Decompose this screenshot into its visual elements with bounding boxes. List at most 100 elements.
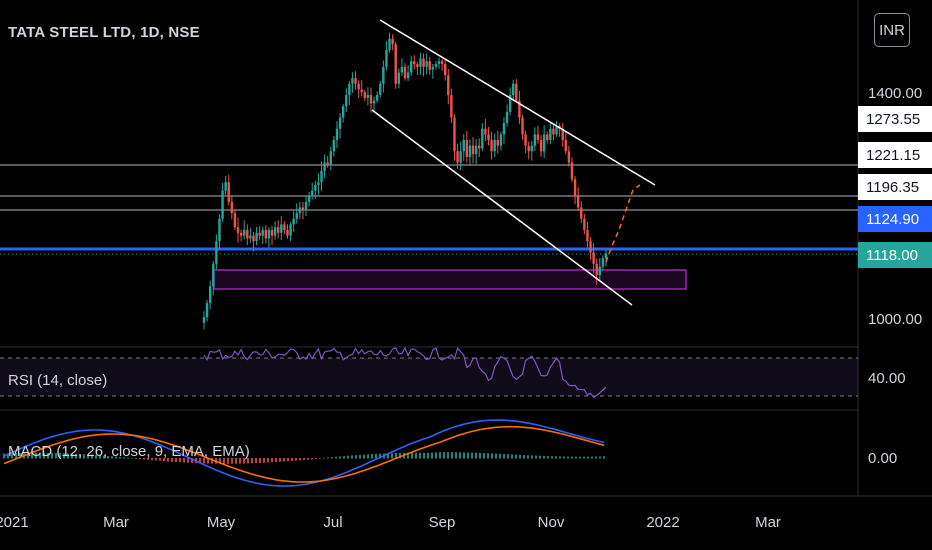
macd-histogram-bar [319,458,321,459]
rsi-label[interactable]: RSI (14, close) [8,372,108,389]
last-price-label[interactable]: 1118.00 [858,242,932,268]
projection-path[interactable] [605,184,641,263]
macd-histogram-bar [27,452,29,459]
macd-histogram-bar [91,454,93,459]
candle-body [403,66,407,79]
candle-body [496,140,499,146]
candle-body [471,145,475,155]
macd-histogram-bar [231,458,233,464]
price-tick-1400: 1400.00 [868,85,923,102]
macd-histogram-bar [135,458,137,459]
macd-histogram-bar [487,453,489,459]
candle-body [490,140,493,152]
macd-histogram-bar [207,458,209,464]
macd-histogram-bar [87,454,89,459]
rsi-line [203,346,607,398]
macd-histogram-bar [575,456,577,459]
macd-histogram-bar [527,455,529,459]
candle-body [437,61,441,65]
price-tick-1000: 1000.00 [868,311,923,328]
macd-histogram-bar [51,452,53,459]
price-label-1221[interactable]: 1221.15 [858,142,932,168]
macd-histogram-bar [587,456,589,459]
macd-histogram-bar [431,452,433,459]
macd-histogram-bar [63,453,65,459]
candle-body [431,66,435,70]
candle-body [289,224,292,236]
macd-histogram-bar [247,458,249,464]
candle-body [570,162,574,180]
candle-body [202,317,206,323]
macd-histogram-bar [303,458,305,460]
candle-body [320,170,323,183]
macd-histogram-bar [371,454,373,459]
macd-histogram-bar [455,452,457,459]
macd-histogram-bar [143,458,145,460]
candle-body [576,196,580,208]
macd-histogram-bar [155,458,157,461]
macd-histogram-bar [483,453,485,459]
candle-body [595,263,598,275]
macd-histogram-bar [327,457,329,459]
candle-body [561,128,564,140]
channel-upper-trendline[interactable] [379,19,656,186]
candle-body [508,95,512,112]
support-zone-rectangle[interactable] [213,269,687,290]
macd-histogram-bar [559,456,561,459]
macd-histogram-bar [111,456,113,459]
macd-histogram-bar [335,456,337,459]
macd-histogram-bar [271,458,273,463]
channel-lower-trendline[interactable] [371,109,633,306]
macd-histogram-bar [235,458,237,464]
macd-histogram-bar [571,456,573,459]
candle-body [360,89,363,93]
macd-histogram-bar [211,458,213,464]
macd-histogram-bar [283,458,285,462]
macd-histogram-bar [183,458,185,463]
symbol-title[interactable]: TATA STEEL LTD, 1D, NSE [8,24,200,41]
candle-body [444,64,447,76]
candle-body [277,227,280,233]
candle-body [555,125,558,135]
macd-histogram-bar [147,458,149,460]
signal-line [3,425,605,483]
candle-body [258,232,261,236]
candle-body [301,207,305,211]
macd-histogram-bar [391,453,393,459]
macd-histogram-bar [411,452,413,459]
price-label-1273[interactable]: 1273.55 [858,106,932,132]
candle-body [542,134,546,152]
candle-body [515,83,518,101]
candle-body [391,38,394,45]
candle-body [502,123,506,135]
candle-body [246,230,249,239]
macd-histogram-bar [99,455,101,459]
candle-body [409,61,413,73]
macd-histogram-bar [175,458,177,463]
macd-histogram-bar [435,452,437,459]
macd-histogram-bar [35,452,37,459]
candle-body [487,134,490,140]
macd-histogram-bar [219,458,221,464]
macd-histogram-bar [323,457,325,459]
macd-histogram-bar [423,452,425,459]
macd-histogram-bar [467,452,469,459]
macd-label[interactable]: MACD (12, 26, close, 9, EMA, EMA) [8,443,250,460]
macd-histogram-bar [299,458,301,461]
macd-histogram-bar [151,458,153,461]
candle-body [573,179,577,197]
macd-histogram-bar [239,458,241,464]
candle-body [459,151,462,163]
candle-body [474,145,478,155]
macd-histogram [3,452,605,464]
macd-histogram-bar [187,458,189,463]
currency-button[interactable]: INR [874,13,910,47]
time-label-mar-2022: Mar [755,514,781,531]
candle-body [533,134,537,146]
macd-histogram-bar [159,458,161,461]
price-label-1124[interactable]: 1124.90 [858,206,932,232]
macd-histogram-bar [459,452,461,459]
candle-body [292,218,295,225]
price-label-1196[interactable]: 1196.35 [858,174,932,200]
